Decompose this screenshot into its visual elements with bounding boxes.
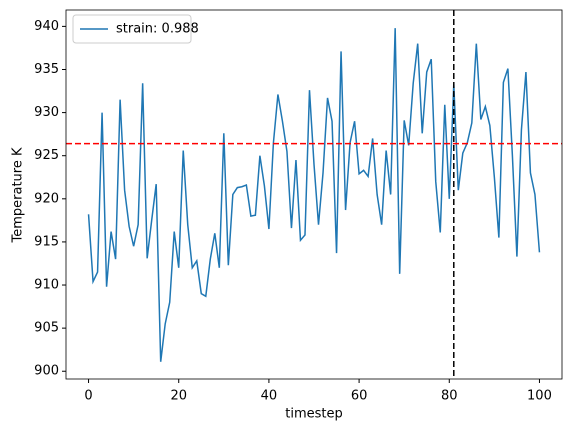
x-tick-label: 40 (261, 389, 278, 404)
legend-label: strain: 0.988 (116, 22, 199, 37)
y-tick-label: 905 (34, 321, 59, 336)
x-tick-label: 100 (527, 389, 552, 404)
data-line (87, 28, 541, 362)
x-tick-label: 20 (170, 389, 187, 404)
y-tick-label: 935 (34, 62, 59, 77)
x-tick-label: 0 (84, 389, 92, 404)
y-tick-label: 920 (34, 191, 59, 206)
y-tick-label: 930 (34, 105, 59, 120)
y-tick-label: 940 (34, 19, 59, 34)
y-tick-label: 900 (34, 364, 59, 379)
plot-frame (65, 9, 563, 380)
y-tick-label: 925 (34, 148, 59, 163)
x-tick-label: 60 (351, 389, 368, 404)
y-tick-label: 910 (34, 278, 59, 293)
legend-box (72, 14, 192, 44)
y-axis-label: Temperature K (11, 147, 26, 243)
x-tick-label: 80 (441, 389, 458, 404)
y-tick-label: 915 (34, 234, 59, 249)
x-axis-label: timestep (285, 407, 343, 422)
